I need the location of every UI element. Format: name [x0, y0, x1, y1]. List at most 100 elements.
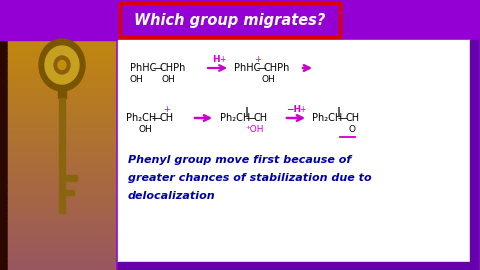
Bar [65, 190, 74, 195]
Bar [8, 243, 115, 247]
Text: —: — [153, 63, 163, 73]
Bar [8, 219, 115, 222]
Bar [8, 224, 115, 228]
Text: —: — [257, 63, 267, 73]
Bar [8, 248, 115, 252]
Bar [8, 208, 115, 212]
Bar [8, 59, 115, 63]
Text: OH: OH [161, 76, 175, 85]
Bar [8, 140, 115, 144]
Bar [8, 76, 115, 79]
Bar [8, 184, 115, 187]
Bar [8, 265, 115, 268]
Bar [8, 216, 115, 220]
Bar [8, 3, 115, 6]
Text: +: + [164, 106, 170, 114]
Bar [8, 213, 115, 217]
Bar [8, 14, 115, 17]
Bar [8, 211, 115, 214]
Text: +: + [299, 104, 305, 113]
Text: H: H [212, 56, 220, 65]
Text: PhHC: PhHC [234, 63, 260, 73]
Bar [8, 84, 115, 87]
Bar [470, 40, 478, 262]
Ellipse shape [45, 46, 79, 84]
Bar [8, 124, 115, 128]
Bar [8, 62, 115, 66]
Bar [8, 143, 115, 147]
Text: —: — [246, 113, 256, 123]
Bar [8, 5, 115, 9]
Bar [8, 135, 115, 139]
Bar [8, 32, 115, 36]
Text: CH: CH [345, 113, 359, 123]
Bar [8, 68, 115, 71]
Bar [8, 205, 115, 209]
Bar [118, 40, 470, 262]
Bar [8, 154, 115, 158]
Text: ‖: ‖ [337, 106, 341, 116]
Text: Phenyl group move first because of: Phenyl group move first because of [128, 155, 351, 165]
Bar [8, 173, 115, 177]
Text: Ph₂CH: Ph₂CH [220, 113, 250, 123]
Bar [8, 194, 115, 198]
Text: OH: OH [261, 76, 275, 85]
Bar [8, 251, 115, 255]
Bar [8, 197, 115, 201]
Bar [8, 46, 115, 50]
Bar [8, 38, 115, 42]
Bar [8, 113, 115, 117]
Text: Ph₂CH: Ph₂CH [312, 113, 342, 123]
Bar [118, 262, 478, 270]
Bar [8, 11, 115, 15]
Bar [8, 148, 115, 152]
Bar [8, 119, 115, 123]
Bar [8, 97, 115, 101]
Bar [8, 16, 115, 20]
Ellipse shape [54, 56, 70, 74]
Bar [8, 230, 115, 233]
Bar [8, 27, 115, 31]
Bar [8, 200, 115, 204]
Bar [8, 202, 115, 206]
Text: Ph₂CH: Ph₂CH [126, 113, 156, 123]
Text: CH: CH [253, 113, 267, 123]
Text: −H: −H [287, 106, 301, 114]
Bar [8, 256, 115, 260]
Bar [8, 238, 115, 241]
Bar [8, 70, 115, 74]
Bar [8, 111, 115, 114]
Text: +: + [219, 55, 225, 63]
Bar [8, 89, 115, 93]
Bar [65, 175, 77, 181]
Bar [8, 51, 115, 55]
Bar [8, 100, 115, 104]
Text: CHPh: CHPh [160, 63, 186, 73]
Bar [8, 221, 115, 225]
Bar [8, 65, 115, 69]
Bar [0, 0, 8, 270]
Bar [8, 246, 115, 249]
Text: Which group migrates?: Which group migrates? [134, 14, 326, 29]
Bar [8, 167, 115, 171]
Bar [8, 267, 115, 270]
Bar [8, 122, 115, 125]
Bar [8, 92, 115, 96]
Bar [8, 235, 115, 239]
Bar [8, 232, 115, 236]
Text: —: — [152, 113, 162, 123]
Bar [8, 54, 115, 58]
Bar [8, 24, 115, 28]
Ellipse shape [58, 60, 66, 69]
Bar [8, 130, 115, 133]
Text: CHPh: CHPh [264, 63, 290, 73]
Bar [8, 35, 115, 39]
Ellipse shape [39, 39, 85, 91]
Bar [8, 127, 115, 131]
Bar [8, 151, 115, 155]
Bar [8, 259, 115, 263]
Text: OH: OH [138, 126, 152, 134]
Bar [8, 262, 115, 266]
Text: CH: CH [159, 113, 173, 123]
Bar [0, 0, 480, 40]
